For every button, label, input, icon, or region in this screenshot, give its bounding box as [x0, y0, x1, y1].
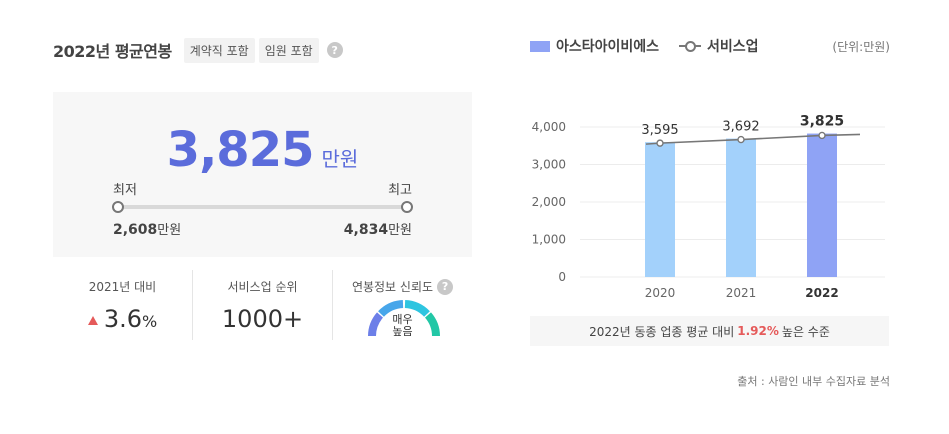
y-tick-label-1: 1,000 [532, 233, 566, 247]
max-salary-unit: 만원 [388, 223, 412, 238]
data-label-2020: 3,595 [641, 123, 678, 138]
salary-summary-box: 3,825 만원 최저 최고 2,608만원 4,834만원 [53, 92, 472, 257]
comparison-prefix: 2022년 동종 업종 평균 대비 [589, 324, 735, 339]
legend-bar-swatch [530, 40, 550, 52]
stat-reliability: 연봉정보 신뢰도? 매우 높음 [332, 270, 472, 340]
stat-rank: 서비스업 순위 1000+ [192, 270, 332, 340]
reliability-help-icon[interactable]: ? [437, 278, 454, 295]
comparison-highlight: 1.92% [737, 324, 779, 338]
bar-2022 [807, 133, 837, 277]
min-salary-unit: 만원 [157, 223, 182, 238]
stat-yoy: 2021년 대비 3.6% [53, 270, 192, 340]
help-icon[interactable]: ? [326, 42, 343, 58]
y-tick-label-2: 2,000 [532, 195, 566, 209]
line-point-2022 [818, 131, 826, 140]
data-label-2022: 3,825 [800, 114, 844, 130]
stats-row: 2021년 대비 3.6% 서비스업 순위 1000+ 연봉정보 신뢰도? 매우… [53, 270, 472, 340]
source-note: 출처 : 사람인 내부 수집자료 분석 [737, 375, 890, 388]
reliability-gauge-icon [368, 300, 440, 337]
max-salary: 4,834만원 [344, 219, 412, 238]
x-tick-label-2021: 2021 [726, 286, 757, 300]
legend-line-swatch [679, 40, 702, 52]
unit-note: (단위:만원) [832, 40, 890, 54]
min-label: 최저 [113, 183, 137, 198]
up-arrow-icon [87, 315, 98, 325]
average-salary-unit: 만원 [321, 147, 359, 171]
yoy-percent: % [141, 312, 158, 331]
line-point-2021 [737, 135, 745, 144]
yoy-label: 2021년 대비 [88, 280, 157, 294]
x-tick-label-2022: 2022 [805, 286, 838, 300]
yoy-value-wrap: 3.6% [53, 305, 192, 333]
reliability-line-1: 매우 [392, 313, 413, 326]
comparison-suffix: 높은 수준 [781, 324, 830, 339]
data-label-2021: 3,692 [722, 120, 759, 135]
yoy-value: 3.6 [103, 305, 142, 333]
industry-comparison: 2022년 동종 업종 평균 대비 1.92% 높은 수준 [530, 316, 889, 346]
reliability-value: 매우 높음 [333, 314, 472, 338]
legend-industry: 서비스업 [707, 39, 759, 55]
bar-2021 [726, 138, 756, 277]
bar-2020 [645, 142, 675, 277]
salary-chart: 0 1,000 2,000 3,000 4,000 2020 3,595 2021 3,692… [532, 114, 885, 300]
tag-contract: 계약직 포함 [183, 37, 255, 63]
y-tick-label-3: 3,000 [532, 158, 566, 172]
average-salary-value: 3,825 [166, 122, 315, 178]
x-tick-label-2020: 2020 [645, 286, 676, 300]
y-tick-label-0: 0 [558, 270, 566, 284]
rank-value: 1000+ [221, 305, 304, 333]
min-salary: 2,608만원 [113, 219, 181, 238]
line-point-2020 [656, 139, 664, 147]
reliability-label-row: 연봉정보 신뢰도? [333, 278, 472, 295]
chart-legend: 아스타아이비에스 서비스업 [530, 36, 759, 56]
average-salary: 3,825 만원 [53, 122, 472, 178]
range-max-dot [401, 201, 413, 213]
max-label: 최고 [388, 183, 412, 198]
max-salary-value: 4,834 [343, 222, 389, 238]
reliability-line-2: 높음 [392, 325, 413, 338]
reliability-label: 연봉정보 신뢰도 [351, 280, 434, 294]
tag-executive: 임원 포함 [258, 37, 319, 63]
rank-label: 서비스업 순위 [227, 280, 298, 294]
y-tick-label-4: 4,000 [532, 120, 566, 134]
page-title: 2022년 평균연봉 [53, 42, 172, 61]
summary-header: 2022년 평균연봉 계약직 포함 임원 포함 ? [53, 37, 343, 63]
legend-company: 아스타아이비에스 [556, 39, 660, 55]
min-salary-value: 2,608 [113, 222, 158, 238]
salary-range-track [118, 205, 407, 209]
range-min-dot [112, 201, 124, 213]
